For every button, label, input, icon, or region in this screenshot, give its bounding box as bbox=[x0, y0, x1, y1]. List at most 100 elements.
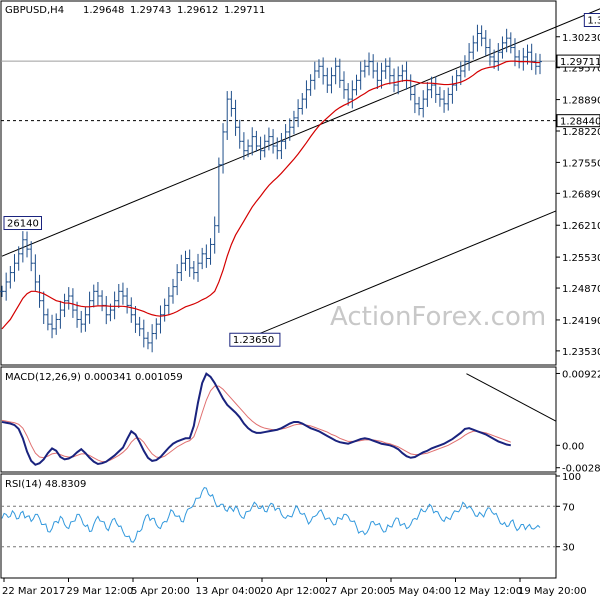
price-plot: 26140 1.23650 1.30470 bbox=[0, 8, 600, 353]
price-bar bbox=[291, 110, 296, 135]
support-price-box bbox=[556, 114, 600, 128]
price-bar bbox=[512, 38, 517, 67]
rsi-y-tick-label: 100 bbox=[562, 472, 581, 483]
price-bar bbox=[208, 238, 213, 265]
price-bar bbox=[458, 61, 463, 86]
price-bar bbox=[337, 58, 342, 88]
x-tick-label: 27 Apr 20:00 bbox=[325, 586, 390, 597]
price-bar bbox=[421, 90, 426, 118]
price-bar bbox=[454, 69, 459, 91]
price-bar bbox=[533, 53, 538, 75]
macd-trendline bbox=[466, 373, 557, 422]
ohlc-close: 1.29711 bbox=[224, 5, 265, 16]
price-annotation: 1.30470 bbox=[587, 16, 600, 27]
price-bar bbox=[279, 132, 284, 160]
price-y-tick-label: 1.30230 bbox=[562, 33, 600, 44]
price-bar bbox=[538, 53, 542, 75]
macd-y-tick-label: -0.002879 bbox=[562, 464, 600, 475]
price-bar bbox=[271, 129, 276, 154]
price-annotation: 1.23650 bbox=[233, 335, 274, 346]
price-bar bbox=[500, 36, 505, 59]
x-tick-label: 29 Mar 12:00 bbox=[67, 586, 134, 597]
price-bar bbox=[487, 38, 492, 66]
price-bar bbox=[375, 62, 380, 90]
price-bar bbox=[379, 62, 384, 89]
price-bar bbox=[396, 66, 401, 95]
price-bar bbox=[204, 244, 209, 268]
channel-lower-line bbox=[231, 210, 557, 346]
macd-panel-frame bbox=[0, 366, 557, 473]
price-bar bbox=[54, 313, 59, 335]
price-bar bbox=[70, 288, 75, 318]
price-bar bbox=[508, 32, 513, 54]
price-bar bbox=[166, 287, 171, 315]
price-bar bbox=[341, 71, 346, 99]
price-bar bbox=[254, 130, 259, 152]
price-annotation-box bbox=[229, 332, 281, 347]
price-bar bbox=[20, 231, 25, 263]
price-bar bbox=[250, 127, 255, 156]
price-bar bbox=[212, 216, 217, 254]
price-bar bbox=[145, 331, 150, 350]
price-bar bbox=[262, 134, 267, 158]
price-bar bbox=[504, 28, 509, 53]
price-bar bbox=[321, 57, 326, 85]
price-bar bbox=[16, 246, 21, 271]
price-bar bbox=[183, 250, 188, 271]
price-bar bbox=[346, 83, 351, 106]
channel-upper-line bbox=[1, 8, 600, 257]
price-bar bbox=[283, 124, 288, 150]
moving-average-line bbox=[1, 60, 540, 330]
price-bar bbox=[354, 74, 359, 96]
price-bar bbox=[392, 68, 397, 93]
price-bar bbox=[367, 52, 372, 76]
rsi-y-tick-label: 30 bbox=[562, 543, 575, 554]
price-y-tick-label: 1.28220 bbox=[562, 127, 600, 138]
price-bar bbox=[162, 298, 167, 322]
price-bar bbox=[529, 43, 534, 71]
price-bar bbox=[83, 307, 88, 332]
price-bar bbox=[137, 316, 142, 337]
price-bar bbox=[479, 25, 484, 47]
price-bar bbox=[333, 57, 338, 85]
price-annotation-box bbox=[583, 13, 600, 28]
price-annotation: 26140 bbox=[7, 219, 39, 230]
price-bar bbox=[187, 249, 192, 277]
price-bar bbox=[371, 54, 376, 79]
price-bar bbox=[462, 55, 467, 78]
price-y-tick-label: 1.23530 bbox=[562, 347, 600, 358]
price-bar bbox=[8, 265, 13, 289]
price-y-tick-label: 1.26210 bbox=[562, 221, 600, 232]
price-bar bbox=[412, 85, 417, 114]
price-bar bbox=[221, 123, 226, 174]
price-bar bbox=[429, 76, 434, 99]
price-bar bbox=[104, 296, 109, 325]
symbol-label: GBPUSD,H4 bbox=[5, 5, 64, 16]
x-tick-label: 22 Mar 2017 bbox=[2, 586, 65, 597]
current-price-label: 1.29711 bbox=[560, 57, 600, 68]
price-bar bbox=[521, 47, 526, 71]
price-bar bbox=[95, 282, 100, 306]
ohlc-high: 1.29743 bbox=[130, 5, 171, 16]
rsi-line bbox=[1, 487, 541, 543]
price-bar bbox=[154, 318, 159, 340]
macd-y-tick-label: 0.009227 bbox=[562, 369, 600, 380]
price-y-tick-label: 1.29570 bbox=[562, 64, 600, 75]
x-tick-label: 5 Apr 20:00 bbox=[131, 586, 190, 597]
x-tick-label: 20 Apr 12:00 bbox=[260, 586, 325, 597]
price-bar bbox=[141, 319, 146, 348]
price-bar bbox=[300, 93, 305, 115]
ohlc-low: 1.29612 bbox=[177, 5, 218, 16]
macd-y-tick-label: 0.00 bbox=[562, 441, 584, 452]
current-price-box bbox=[556, 54, 600, 68]
price-bar bbox=[175, 264, 180, 296]
price-bar bbox=[358, 61, 363, 90]
price-bar bbox=[483, 30, 488, 56]
macd-plot bbox=[1, 372, 557, 466]
price-bar bbox=[37, 274, 42, 308]
x-tick-label: 5 May 04:00 bbox=[389, 586, 451, 597]
price-y-tick-label: 1.24190 bbox=[562, 316, 600, 327]
macd-line bbox=[1, 372, 511, 466]
price-bar bbox=[446, 87, 451, 111]
